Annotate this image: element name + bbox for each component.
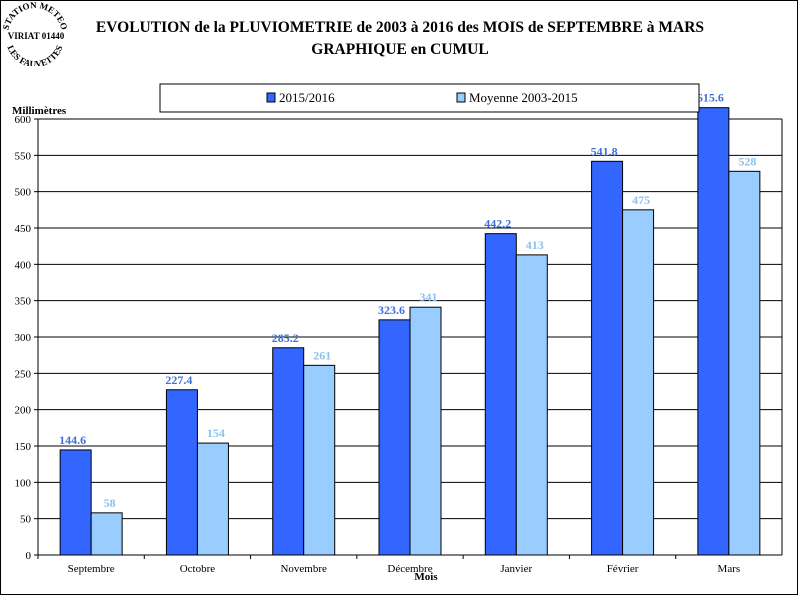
bar-average — [303, 364, 336, 556]
data-label-current: 144.6 — [59, 433, 86, 447]
x-tick-label: Novembre — [280, 563, 327, 575]
data-label-average: 58 — [104, 496, 116, 510]
y-tick-label: 100 — [15, 477, 32, 489]
data-label-average: 413 — [526, 238, 544, 252]
y-tick-label: 350 — [15, 296, 32, 308]
x-tick-label: Février — [607, 563, 639, 575]
y-tick-label: 600 — [15, 114, 32, 126]
bar-current — [484, 233, 517, 556]
legend-box — [159, 83, 700, 113]
x-tick-label: Décembre — [387, 563, 432, 575]
x-tick-label: Janvier — [500, 563, 532, 575]
x-tick-label: Septembre — [68, 563, 115, 575]
data-label-current: 227.4 — [165, 373, 192, 387]
y-tick-label: 0 — [26, 550, 32, 562]
bar-average — [90, 512, 123, 556]
bar-current — [59, 449, 92, 556]
y-tick-label: 250 — [15, 368, 32, 380]
bar-average — [196, 442, 229, 556]
bars — [59, 107, 761, 556]
data-label-average: 528 — [738, 154, 756, 168]
bar-average — [515, 254, 548, 556]
data-label-current: 442.2 — [484, 217, 511, 231]
data-label-current: 323.6 — [378, 303, 405, 317]
bar-current — [378, 319, 411, 556]
bar-average — [622, 209, 655, 556]
bar-average — [409, 306, 442, 556]
axes: 0 50 100 150 200 250 300 350 400 450 500 550 600Mill… — [12, 105, 783, 583]
x-tick-label: Octobre — [180, 563, 216, 575]
bar-current — [591, 160, 624, 556]
bar-average — [728, 170, 761, 556]
chart-title-line1: EVOLUTION de la PLUVIOMETRIE de 2003 à 2… — [95, 19, 705, 36]
legend-label-current: 2015/2016 — [279, 90, 335, 105]
x-tick-label: Mars — [718, 563, 741, 575]
y-tick-label: 150 — [15, 441, 32, 453]
y-tick-label: 500 — [15, 187, 32, 199]
bar-current — [272, 347, 305, 556]
logo-middle-text: VIRIAT 01440 — [8, 31, 65, 41]
data-label-current: 615.6 — [697, 91, 724, 105]
y-tick-label: 300 — [15, 332, 32, 344]
chart-title-line2: GRAPHIQUE en CUMUL — [311, 41, 489, 58]
data-labels: 144.6 58 227.4 154 285.2 261 323.6 341 442.2 413 5… — [59, 91, 756, 510]
data-label-current: 285.2 — [272, 331, 299, 345]
data-label-current: 541.8 — [591, 144, 618, 158]
y-tick-label: 550 — [15, 150, 32, 162]
y-tick-label: 200 — [15, 405, 32, 417]
bar-current — [165, 389, 198, 556]
y-axis-title: Millimètres — [12, 105, 67, 117]
station-logo: STATION METEO VIRIAT 01440 LES FAUVETTES — [2, 2, 69, 66]
y-tick-label: 400 — [15, 259, 32, 271]
data-label-average: 154 — [207, 426, 225, 440]
legend-swatch-average — [456, 92, 466, 103]
x-axis-title: Mois — [414, 571, 438, 583]
legend-swatch-current — [266, 92, 276, 103]
bar-current — [697, 107, 730, 556]
legend-label-average: Moyenne 2003-2015 — [469, 90, 578, 105]
data-label-average: 475 — [632, 193, 650, 207]
y-tick-label: 450 — [15, 223, 32, 235]
data-label-average: 341 — [420, 290, 438, 304]
data-label-average: 261 — [313, 348, 331, 362]
y-tick-label: 50 — [20, 514, 32, 526]
legend: 2015/2016 Moyenne 2003-2015 — [159, 83, 700, 113]
